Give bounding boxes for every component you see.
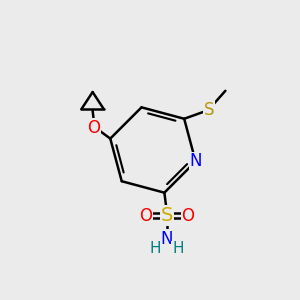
Text: N: N [160, 230, 173, 247]
Text: S: S [204, 101, 214, 119]
Text: N: N [189, 152, 202, 170]
Text: O: O [139, 207, 152, 225]
Text: O: O [182, 207, 194, 225]
Text: H: H [172, 242, 184, 256]
Text: S: S [160, 206, 173, 225]
Text: O: O [88, 119, 100, 137]
Text: H: H [150, 242, 161, 256]
